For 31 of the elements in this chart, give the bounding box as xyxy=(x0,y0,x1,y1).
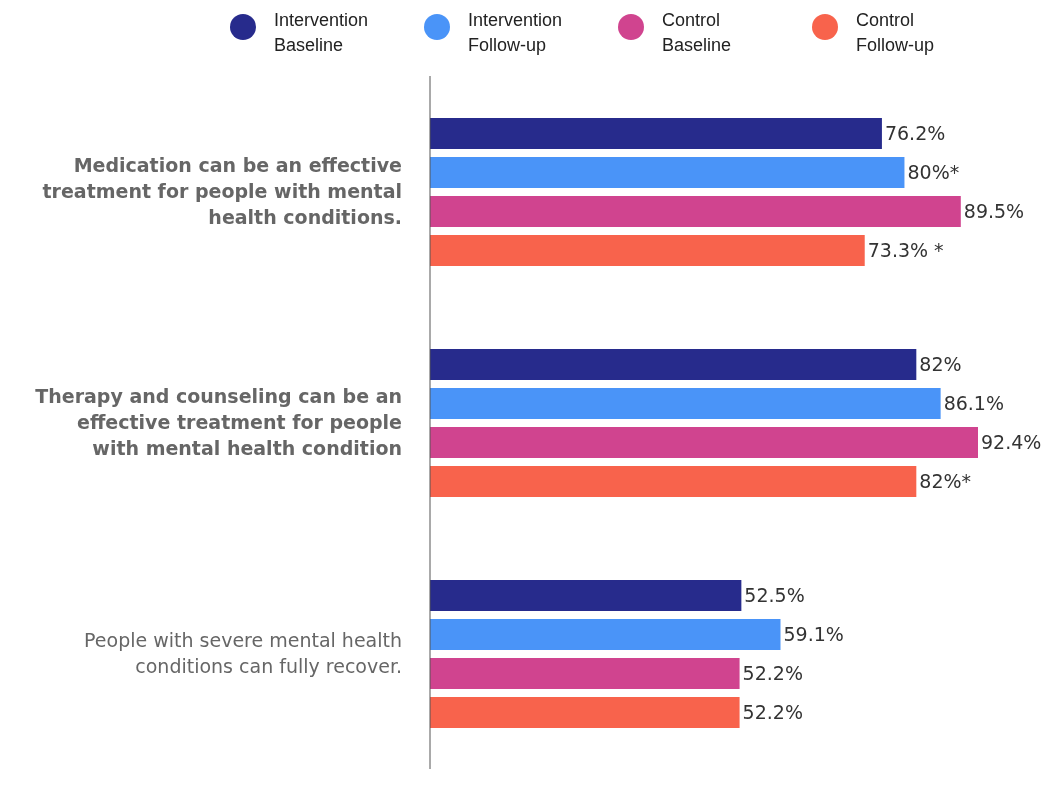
bar xyxy=(430,427,978,458)
bar xyxy=(430,388,941,419)
bar xyxy=(430,697,740,728)
bar xyxy=(430,466,917,497)
data-label: 92.4% xyxy=(981,431,1042,454)
legend-label: Control Follow-up xyxy=(856,9,936,57)
bar xyxy=(430,619,781,650)
y-tick-label: Medication can be an effective treatment for people with mental health conditions. xyxy=(42,154,402,229)
bar xyxy=(430,580,742,611)
legend-label: Control Baseline xyxy=(662,9,733,57)
bar xyxy=(430,196,961,227)
data-label: 89.5% xyxy=(963,200,1025,223)
data-label: 80%* xyxy=(907,161,960,184)
y-tick-label: People with severe mental health conditions can fully recover. xyxy=(84,629,402,678)
data-label: 52.5% xyxy=(744,584,805,607)
data-label: 86.1% xyxy=(943,392,1004,415)
legend-label: Intervention Follow-up xyxy=(468,9,564,57)
bar xyxy=(430,349,917,380)
data-label: 52.2% xyxy=(742,662,803,685)
data-label: 73.3% * xyxy=(867,239,944,262)
bar xyxy=(430,658,740,689)
data-label: 82%* xyxy=(919,470,972,493)
bar xyxy=(430,235,865,266)
data-label: 76.2% xyxy=(884,122,946,145)
y-tick-label: Therapy and counseling can be an effective treatment for people with mental health condition xyxy=(35,385,402,460)
legend-label: Intervention Baseline xyxy=(274,9,370,57)
bar xyxy=(430,118,882,149)
bar xyxy=(430,157,905,188)
data-label: 52.2% xyxy=(742,701,803,724)
data-label: 59.1% xyxy=(783,623,844,646)
data-label: 82% xyxy=(919,353,962,376)
